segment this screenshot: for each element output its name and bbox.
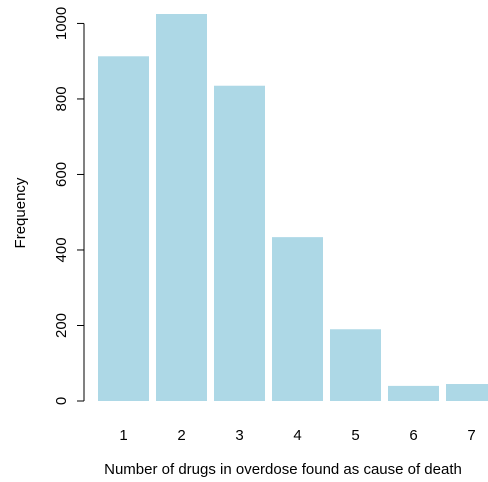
bar-4	[272, 237, 323, 401]
x-tick-label: 2	[177, 427, 185, 444]
y-axis-title: Frequency	[12, 177, 29, 248]
bar-2	[156, 14, 207, 401]
x-tick-label: 5	[351, 427, 359, 444]
bars	[98, 14, 488, 402]
y-axis: 0 200 400 600 800 1000	[53, 7, 85, 405]
bar-7	[446, 384, 488, 401]
y-tick-label: 800	[53, 86, 70, 111]
x-tick-label: 3	[235, 427, 243, 444]
x-axis-title: Number of drugs in overdose found as cau…	[104, 461, 462, 478]
bar-1	[98, 56, 149, 401]
x-tick-label: 1	[119, 427, 127, 444]
y-tick-label: 400	[53, 237, 70, 262]
y-tick-label: 1000	[53, 7, 70, 40]
bar-3	[214, 85, 265, 402]
y-tick-label: 200	[53, 313, 70, 338]
x-tick-labels: 1 2 3 4 5 6 7	[119, 427, 475, 444]
x-tick-label: 4	[293, 427, 301, 444]
x-tick-label: 7	[467, 427, 475, 444]
bar-6	[388, 385, 439, 401]
bar-5	[330, 329, 381, 401]
x-tick-label: 6	[409, 427, 417, 444]
y-tick-label: 600	[53, 162, 70, 187]
y-tick-label: 0	[53, 397, 70, 405]
